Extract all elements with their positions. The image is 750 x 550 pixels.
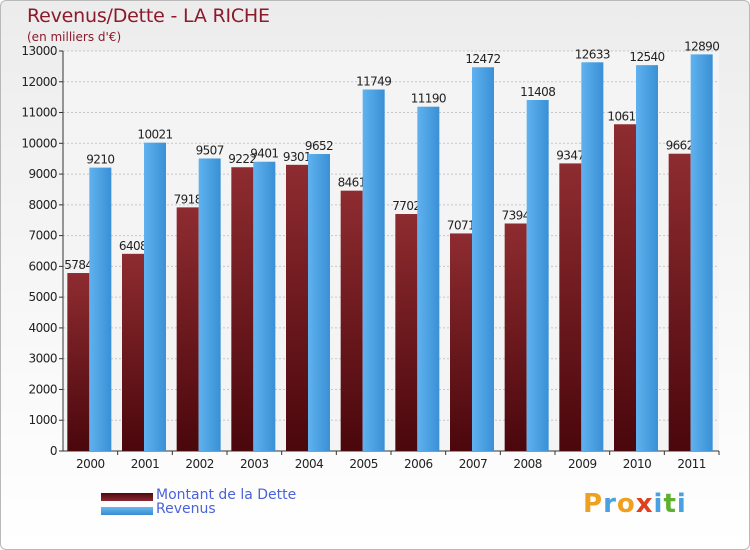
data-label-revenus: 10021 <box>137 128 172 142</box>
data-label-dette: 7394 <box>502 208 530 222</box>
data-label-dette: 9301 <box>283 150 311 164</box>
chart-title: Revenus/Dette - LA RICHE <box>27 5 270 27</box>
y-tick-label: 10000 <box>21 136 57 150</box>
bar-revenus <box>417 106 440 451</box>
logo-letter: t <box>663 489 677 519</box>
bar-revenus <box>581 62 604 452</box>
x-tick-label: 2005 <box>349 457 378 471</box>
data-label-revenus: 11749 <box>356 74 391 88</box>
bar-revenus <box>636 65 658 452</box>
bar-revenus <box>253 161 276 451</box>
data-label-dette: 7702 <box>392 199 420 213</box>
bar-revenus <box>144 142 166 451</box>
bar-dette <box>450 233 472 451</box>
data-label-revenus: 11408 <box>520 85 555 99</box>
legend-swatch-dette <box>101 493 153 501</box>
bar-dette <box>340 190 363 451</box>
data-label-dette: 9662 <box>666 139 694 153</box>
x-tick-label: 2011 <box>677 457 706 471</box>
bar-revenus <box>89 167 112 451</box>
bar-dette <box>176 207 199 451</box>
bar-dette <box>614 124 636 451</box>
bar-dette <box>559 163 582 451</box>
legend-label-dette: Montant de la Dette <box>156 487 297 503</box>
data-label-dette: 10619 <box>607 109 642 123</box>
data-label-dette: 9347 <box>556 148 584 162</box>
bar-revenus <box>362 89 385 451</box>
logo-letter: r <box>603 489 617 519</box>
data-label-revenus: 12472 <box>465 52 500 66</box>
x-tick-label: 2010 <box>623 457 652 471</box>
bar-revenus <box>526 99 549 451</box>
data-label-revenus: 9210 <box>86 153 114 167</box>
data-label-revenus: 12890 <box>684 39 719 53</box>
data-label-dette: 7071 <box>447 218 475 232</box>
y-tick-label: 1000 <box>28 413 57 427</box>
logo-letter: i <box>653 489 664 519</box>
bar-revenus <box>472 67 494 451</box>
logo-letter: x <box>635 489 654 519</box>
data-label-dette: 7918 <box>174 192 202 206</box>
bar-dette <box>122 253 144 451</box>
y-tick-label: 6000 <box>28 259 57 273</box>
y-tick-label: 4000 <box>28 321 57 335</box>
bar-dette <box>67 273 90 451</box>
bar-dette <box>668 153 691 451</box>
data-label-dette: 8461 <box>338 176 366 190</box>
bar-revenus <box>690 54 713 452</box>
data-label-revenus: 12540 <box>629 50 664 64</box>
y-tick-label: 12000 <box>21 75 57 89</box>
logo-letter: o <box>616 489 636 519</box>
data-label-dette: 6408 <box>119 239 147 253</box>
y-tick-label: 5000 <box>28 290 57 304</box>
x-tick-label: 2000 <box>76 457 105 471</box>
y-tick-label: 9000 <box>28 167 57 181</box>
plot-area <box>63 51 719 451</box>
x-tick-label: 2007 <box>459 457 488 471</box>
bar-dette <box>231 167 254 451</box>
data-label-revenus: 9652 <box>305 139 333 153</box>
y-tick-label: 3000 <box>28 352 57 366</box>
y-tick-label: 11000 <box>21 106 57 120</box>
data-label-dette: 9222 <box>228 152 256 166</box>
data-label-revenus: 9507 <box>196 143 224 157</box>
proxiti-logo: Proxiti <box>583 489 687 519</box>
bar-revenus <box>198 158 221 451</box>
y-tick-label: 2000 <box>28 382 57 396</box>
y-tick-label: 7000 <box>28 229 57 243</box>
logo-letter: P <box>583 489 604 519</box>
legend-swatch-revenus <box>101 507 153 515</box>
data-label-revenus: 9401 <box>250 147 278 161</box>
x-tick-label: 2004 <box>295 457 324 471</box>
data-label-revenus: 11190 <box>411 92 446 106</box>
y-tick-label: 13000 <box>21 44 57 58</box>
x-tick-label: 2003 <box>240 457 269 471</box>
bar-dette <box>286 164 308 452</box>
chart-subtitle: (en milliers d'€) <box>27 30 122 44</box>
x-tick-label: 2009 <box>568 457 597 471</box>
bar-dette <box>504 223 527 451</box>
y-tick-label: 8000 <box>28 198 57 212</box>
x-tick-label: 2001 <box>131 457 160 471</box>
data-label-dette: 5784 <box>64 258 92 272</box>
data-label-revenus: 12633 <box>575 47 610 61</box>
x-tick-label: 2006 <box>404 457 433 471</box>
legend-label-revenus: Revenus <box>156 501 216 517</box>
bar-revenus <box>308 154 330 451</box>
x-tick-label: 2008 <box>513 457 542 471</box>
y-tick-label: 0 <box>50 444 57 458</box>
bar-dette <box>395 214 418 451</box>
logo-letter: i <box>676 489 687 519</box>
x-tick-label: 2002 <box>185 457 214 471</box>
